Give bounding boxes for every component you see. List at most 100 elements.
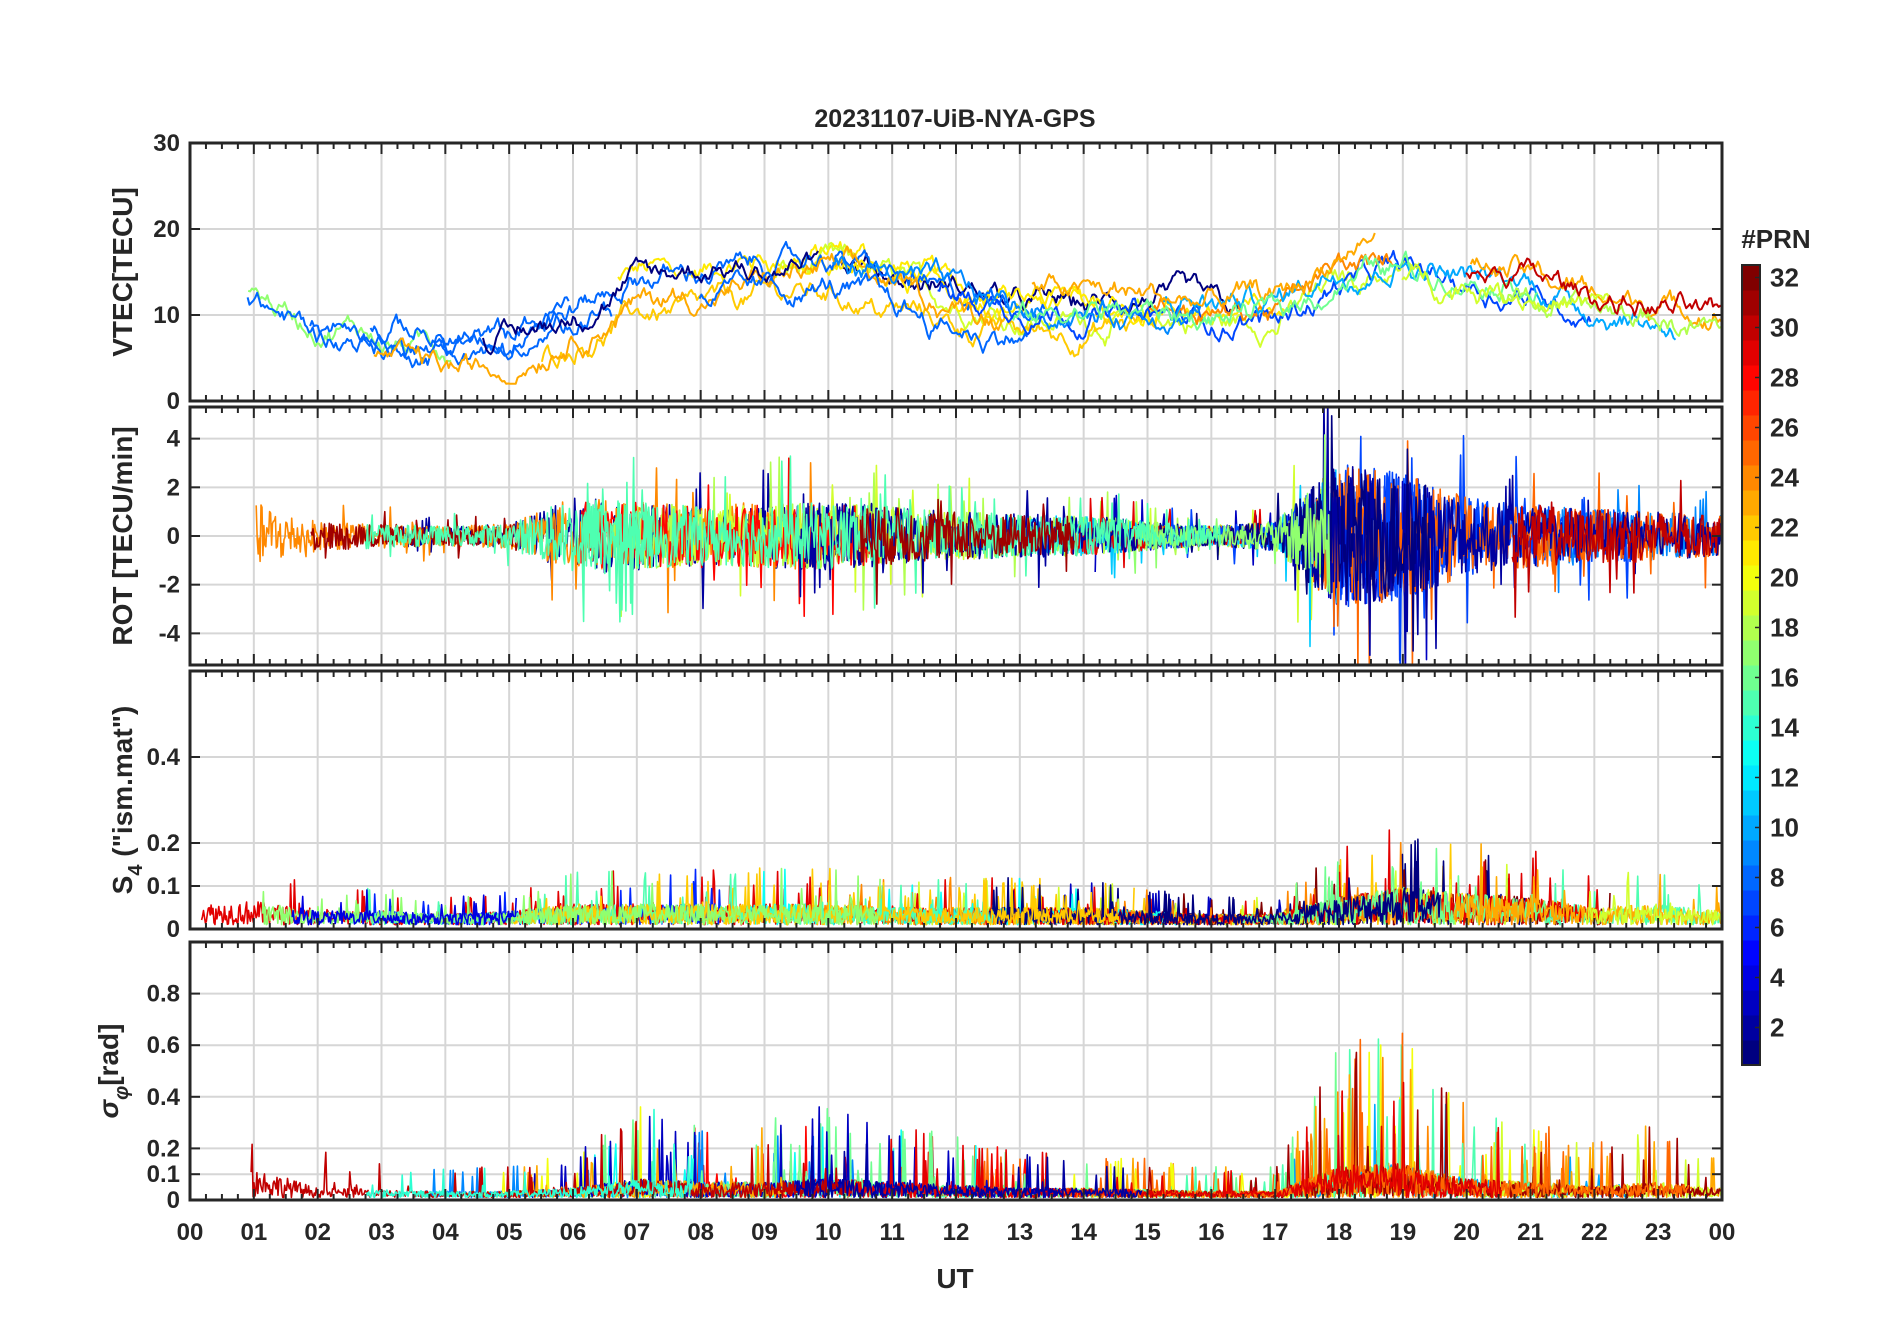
colorbar-bin	[1742, 690, 1760, 716]
grid-s4	[189, 671, 1723, 930]
colorbar-bin	[1742, 440, 1760, 466]
colorbar-bin	[1742, 990, 1760, 1016]
series-sigma-phi	[250, 1032, 1722, 1199]
y-ticks-vtec: 0 10 20 30	[153, 130, 1722, 415]
colorbar-tick-label: 28	[1770, 363, 1799, 393]
colorbar-bin	[1742, 915, 1760, 941]
x-tick-label: 06	[560, 1219, 587, 1246]
colorbar-bin	[1742, 465, 1760, 491]
series-line-prn	[250, 1120, 848, 1199]
y-tick-label: 0.4	[147, 1084, 181, 1111]
colorbar-bin	[1742, 590, 1760, 616]
colorbar-bin	[1742, 740, 1760, 766]
y-axis-label-sigma-phi-sub: φ	[111, 1086, 133, 1100]
panel-vtec: 0 10 20 30 VTEC[TECU]	[107, 130, 1724, 415]
x-tick-label: 07	[623, 1219, 650, 1246]
y-axis-label-s4: S4 ("ism.mat")	[107, 706, 147, 895]
colorbar-bin	[1742, 540, 1760, 566]
y-tick-label: 0	[167, 388, 180, 415]
y-ticks-rot: -4 -2 0 2 4	[159, 426, 1722, 647]
series-line-prn	[1148, 252, 1394, 325]
series-vtec	[246, 232, 1722, 385]
colorbar-bin	[1742, 815, 1760, 841]
colorbar-tick-label: 24	[1770, 463, 1799, 493]
y-tick-label: 20	[153, 216, 180, 243]
colorbar-bin	[1742, 665, 1760, 691]
colorbar-bin	[1742, 490, 1760, 516]
colorbar-tick-label: 26	[1770, 413, 1799, 443]
colorbar-tick-label: 12	[1770, 763, 1799, 793]
panel-rot: -4 -2 0 2 4 ROT [TECU/min]	[107, 405, 1724, 667]
y-tick-label: 4	[167, 426, 181, 453]
x-tick-label: 18	[1326, 1219, 1353, 1246]
x-tick-label: 20	[1453, 1219, 1480, 1246]
series-rot	[255, 407, 1722, 665]
y-axis-label-sigma-phi: σφ[rad]	[93, 1024, 133, 1119]
y-axis-label-s4-sub: 4	[125, 864, 147, 876]
y-tick-label: -2	[159, 572, 180, 599]
colorbar-bin	[1742, 865, 1760, 891]
y-tick-label: 0	[167, 523, 180, 550]
series-line-prn	[698, 269, 1028, 354]
series-line-prn	[1584, 871, 1722, 926]
colorbar-bin	[1742, 715, 1760, 741]
y-tick-label: 0.8	[147, 981, 180, 1008]
colorbar-tick-label: 20	[1770, 563, 1799, 593]
colorbar-bin	[1742, 340, 1760, 366]
series-line-prn	[1031, 232, 1376, 308]
series-line-prn	[1496, 287, 1722, 337]
x-tick-label: 12	[943, 1219, 970, 1246]
colorbar-bin	[1742, 840, 1760, 866]
x-tick-label: 16	[1198, 1219, 1225, 1246]
y-axis-label-s4-main: S	[107, 876, 138, 895]
series-line-prn	[831, 255, 1202, 335]
series-line-prn	[1313, 440, 1722, 665]
series-line-prn	[795, 489, 1143, 598]
series-line-prn	[1401, 263, 1610, 313]
y-tick-label: 10	[153, 302, 180, 329]
y-axis-label-sigma-phi-main: σ	[93, 1098, 124, 1118]
colorbar-bin	[1742, 565, 1760, 591]
colorbar-bin	[1742, 1040, 1760, 1066]
y-tick-label: 0.1	[147, 1161, 180, 1188]
colorbar-frame	[1741, 264, 1761, 1066]
x-ticks-s4	[189, 671, 1723, 929]
y-tick-label: 0	[167, 1187, 180, 1214]
colorbar-gradient	[1742, 265, 1760, 1066]
series-line-prn	[1511, 479, 1721, 618]
colorbar-tick-label: 10	[1770, 813, 1799, 843]
colorbar-bin	[1742, 290, 1760, 316]
colorbar-bin	[1742, 365, 1760, 391]
colorbar-tick-label: 8	[1770, 863, 1784, 893]
colorbar-bin	[1742, 765, 1760, 791]
y-ticks-sigma-phi: 00.10.2 0.4 0.6 0.8	[147, 981, 1722, 1214]
x-axis-label: UT	[936, 1263, 973, 1294]
series-line-prn	[261, 867, 881, 926]
colorbar-bin	[1742, 615, 1760, 641]
y-tick-label: 0.2	[147, 830, 180, 857]
series-s4	[200, 829, 1722, 926]
colorbar-tick-label: 18	[1770, 613, 1799, 643]
x-tick-label: 09	[751, 1219, 778, 1246]
colorbar-bin	[1742, 790, 1760, 816]
series-line-prn	[369, 240, 1046, 359]
colorbar-title: #PRN	[1741, 224, 1810, 254]
x-tick-label: 01	[240, 1219, 267, 1246]
x-ticks-vtec	[189, 143, 1723, 401]
colorbar-bin	[1742, 965, 1760, 991]
y-axis-label-s4-rest: ("ism.mat")	[107, 706, 138, 865]
y-tick-label: -4	[159, 620, 181, 647]
x-tick-label: 08	[687, 1219, 714, 1246]
x-tick-labels: 00 01 02 03 04 05 06 07 08 09 10 11 12 13 14 15 16 17 18 19…	[177, 1219, 1736, 1246]
panel-s4: 0 0.1 0.2 0.4 S4 ("ism.mat")	[107, 669, 1724, 943]
colorbar-bin	[1742, 415, 1760, 441]
colorbar-bin	[1742, 1015, 1760, 1041]
x-tick-label: 10	[815, 1219, 842, 1246]
x-tick-label: 05	[496, 1219, 523, 1246]
y-axis-label-vtec: VTEC[TECU]	[107, 187, 138, 357]
y-tick-label: 0.1	[147, 873, 180, 900]
x-tick-label: 23	[1645, 1219, 1672, 1246]
